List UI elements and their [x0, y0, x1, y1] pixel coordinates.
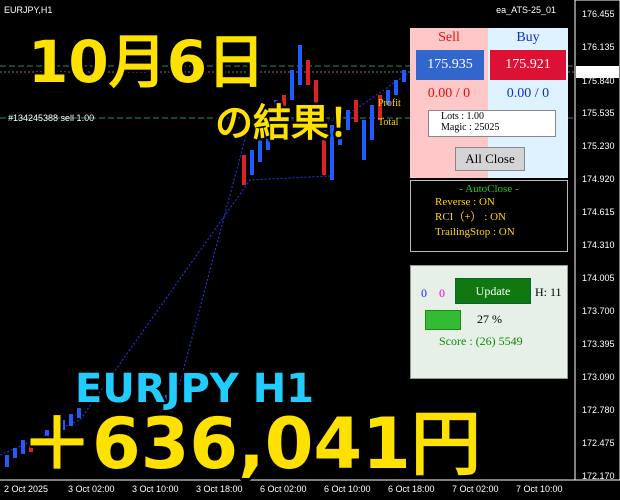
price-label: 172.780	[582, 405, 615, 415]
autoclose-title: - AutoClose -	[459, 183, 519, 195]
percent: 27 %	[477, 312, 502, 326]
time-label: 6 Oct 10:00	[324, 484, 371, 494]
autoclose-row: Reverse : ON	[435, 196, 495, 208]
update-button[interactable]: Update	[455, 278, 531, 304]
time-label: 7 Oct 10:00	[516, 484, 563, 494]
autoclose-row: TrailingStop : ON	[435, 226, 515, 238]
buy-button[interactable]: 175.921	[490, 50, 566, 80]
time-label: 6 Oct 02:00	[260, 484, 307, 494]
current-price-box	[576, 66, 619, 78]
time-label: 2 Oct 2025	[4, 484, 48, 494]
progress-bar	[425, 310, 461, 330]
all-close-button[interactable]: All Close	[455, 147, 525, 171]
price-label: 175.921	[582, 67, 615, 77]
score-panel: 0 0 Update H: 11 27 % Score : (26) 5549	[410, 265, 568, 379]
sell-label: Sell	[438, 30, 460, 45]
result-overlay: の結果！	[215, 101, 367, 145]
price-label: 173.700	[582, 306, 615, 316]
price-label: 175.535	[582, 108, 615, 118]
price-label: 176.455	[582, 9, 615, 19]
price-label: 172.475	[582, 438, 615, 448]
time-label: 3 Oct 10:00	[132, 484, 179, 494]
count-b: 0	[439, 286, 445, 300]
buy-label: Buy	[516, 30, 540, 45]
sell-button[interactable]: 175.935	[416, 50, 484, 80]
price-label: 176.135	[582, 42, 615, 52]
profit-label: Profit	[378, 98, 401, 109]
lots: Lots : 1.00	[441, 111, 485, 122]
count-a: 0	[421, 286, 427, 300]
price-label: 172.170	[582, 471, 615, 481]
candles	[5, 45, 406, 467]
time-label: 3 Oct 18:00	[196, 484, 243, 494]
order-label: #134245388 sell 1.00	[8, 113, 94, 123]
price-label: 175.230	[582, 141, 615, 151]
price-label: 173.395	[582, 339, 615, 349]
date-overlay: 10月6日	[28, 28, 265, 96]
hours: H: 11	[535, 285, 562, 299]
lots-box: Lots : 1.00 Magic : 25025	[428, 110, 556, 137]
price-label: 174.615	[582, 207, 615, 217]
time-label: 3 Oct 02:00	[68, 484, 115, 494]
autoclose-row: RCI（+） : ON	[435, 211, 506, 223]
price-axis	[574, 0, 620, 481]
trend-line	[0, 175, 331, 456]
price-label: 174.005	[582, 273, 615, 283]
autoclose-panel: - AutoClose - Reverse : ON RCI（+） : ON Tra…	[410, 180, 568, 252]
pair-overlay: EURJPY H1	[75, 366, 314, 412]
time-label: 7 Oct 02:00	[452, 484, 499, 494]
sell-pl: 0.00 / 0	[427, 86, 471, 101]
profit-overlay: ＋636,041円	[22, 403, 481, 485]
time-label: 6 Oct 18:00	[388, 484, 435, 494]
price-label: 174.310	[582, 240, 615, 250]
price-label: 175.840	[582, 76, 615, 86]
ea-label: ea_ATS-25_01	[496, 5, 556, 15]
price-label: 173.090	[582, 372, 615, 382]
trade-panel: Sell Buy 175.935 175.921 0.00 / 0 0.00 /…	[410, 28, 568, 178]
total-label: Total	[378, 117, 399, 128]
magic: Magic : 25025	[441, 122, 500, 133]
price-label: 174.920	[582, 174, 615, 184]
score: Score : (26) 5549	[439, 334, 523, 348]
buy-pl: 0.00 / 0	[506, 86, 550, 101]
symbol-label: EURJPY,H1	[4, 5, 52, 15]
